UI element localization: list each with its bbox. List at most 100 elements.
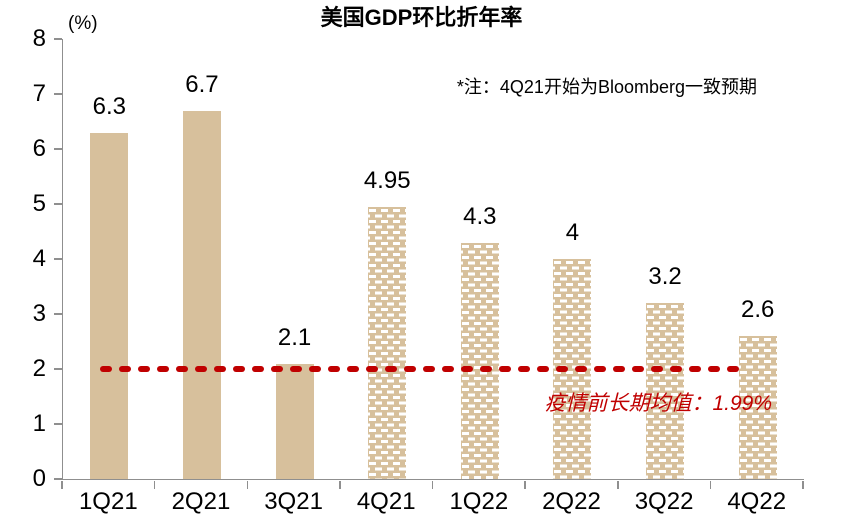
y-tick-label: 8 [32, 25, 46, 52]
x-tick-mark [431, 480, 434, 489]
reference-line-dash [233, 366, 245, 372]
y-tick-label: 2 [32, 355, 46, 382]
reference-line-dash [651, 366, 663, 372]
reference-line-dash [309, 366, 321, 372]
x-tick-mark [524, 480, 526, 489]
reference-line-dash [252, 366, 264, 372]
reference-line-dash [214, 366, 226, 372]
y-tick-mark [54, 203, 62, 205]
y-tick-mark [54, 478, 62, 480]
bar-value-label: 4 [565, 219, 580, 246]
reference-line-dash [613, 366, 625, 372]
reference-line-dash [632, 366, 644, 372]
bar-value-label: 3.2 [648, 263, 682, 290]
y-tick-mark [54, 38, 62, 40]
bar-slot: 4 [526, 39, 619, 479]
y-axis-unit-label: (%) [68, 13, 98, 34]
x-tick-label: 1Q22 [449, 488, 509, 515]
y-tick-mark [54, 423, 62, 425]
reference-line-dash [100, 366, 112, 372]
forecast-bar [460, 242, 499, 479]
reference-line-dash [157, 366, 169, 372]
bar-slot: 3.2 [619, 39, 712, 479]
forecast-bar [646, 303, 685, 479]
reference-line-dash [366, 366, 378, 372]
y-tick-label: 0 [32, 465, 46, 492]
reference-line-dash [575, 366, 587, 372]
reference-line-dash [537, 366, 549, 372]
bar-value-label: 6.3 [92, 92, 126, 120]
reference-line-dash [290, 366, 302, 372]
bar-value-label: 2.6 [741, 296, 775, 323]
y-tick-label: 7 [32, 80, 46, 107]
reference-line-dash [195, 366, 207, 372]
chart-note: *注：4Q21开始为Bloomberg一致预期 [456, 77, 757, 97]
reference-line-dash [138, 366, 150, 372]
x-tick-label: 3Q21 [264, 488, 323, 515]
plot-area: 6.3 6.7 2.1 4.95 4.3 4 3.2 2.6 [62, 39, 804, 480]
bar-slot: 4.3 [434, 39, 527, 479]
reference-line-dash [689, 366, 701, 372]
actual-bar [275, 363, 314, 479]
y-tick-label: 6 [32, 135, 46, 162]
forecast-bar [553, 259, 592, 479]
reference-line [100, 366, 751, 372]
x-tick-label: 2Q21 [171, 488, 231, 515]
reference-line-dash [404, 366, 416, 372]
reference-line-dash [499, 366, 511, 372]
y-tick-mark [54, 368, 62, 370]
y-tick-mark [54, 258, 62, 260]
bar-slot: 6.3 [63, 39, 156, 479]
reference-line-dash [594, 366, 606, 372]
reference-line-dash [328, 366, 340, 372]
x-tick-mark [709, 480, 712, 489]
reference-line-dash [518, 366, 530, 372]
forecast-bar [738, 336, 777, 479]
forecast-bar [368, 206, 407, 479]
bar-slot: 2.1 [248, 39, 341, 479]
bar-value-label: 4.95 [363, 166, 411, 194]
y-tick-label: 4 [32, 245, 46, 272]
x-tick-label: 2Q22 [542, 488, 601, 515]
x-axis-labels: 1Q21 2Q21 3Q21 4Q21 1Q22 2Q22 3Q22 4Q22 [62, 488, 803, 516]
chart-title: 美国GDP环比折年率 [320, 5, 523, 30]
x-tick-mark [339, 480, 341, 489]
actual-bar [182, 110, 221, 479]
actual-bar [90, 132, 129, 479]
bar-value-label: 6.7 [185, 70, 219, 98]
reference-line-dash [385, 366, 397, 372]
x-tick-mark [802, 480, 804, 489]
bar-slot: 6.7 [156, 39, 249, 479]
bars-container: 6.3 6.7 2.1 4.95 4.3 4 3.2 2.6 [63, 39, 804, 479]
reference-line-dash [556, 366, 568, 372]
x-tick-mark [61, 480, 63, 489]
reference-line-dash [271, 366, 283, 372]
reference-line-dash [708, 366, 720, 372]
reference-line-dash [461, 366, 473, 372]
y-tick-label: 1 [32, 410, 46, 437]
reference-line-dash [347, 366, 359, 372]
reference-line-dash [442, 366, 454, 372]
x-tick-label: 4Q21 [356, 488, 416, 515]
x-tick-mark [246, 480, 248, 489]
reference-line-dash [176, 366, 188, 372]
reference-line-dash [119, 366, 131, 372]
reference-line-dash [670, 366, 682, 372]
y-tick-mark [54, 148, 62, 150]
bar-slot: 2.6 [711, 39, 804, 479]
y-tick-label: 5 [32, 190, 46, 217]
x-tick-label: 3Q22 [634, 488, 694, 515]
reference-line-dash [480, 366, 492, 372]
reference-line-dash [727, 366, 739, 372]
bar-value-label: 4.3 [463, 202, 497, 230]
reference-line-label: 疫情前长期均值：1.99% [544, 392, 772, 415]
x-tick-label: 1Q21 [78, 488, 138, 515]
y-tick-mark [54, 93, 62, 95]
x-tick-mark [617, 480, 619, 489]
y-tick-label: 3 [32, 300, 46, 327]
bar-slot: 4.95 [341, 39, 434, 479]
bar-value-label: 2.1 [277, 323, 312, 351]
x-tick-mark [153, 480, 156, 489]
y-tick-mark [54, 313, 62, 315]
